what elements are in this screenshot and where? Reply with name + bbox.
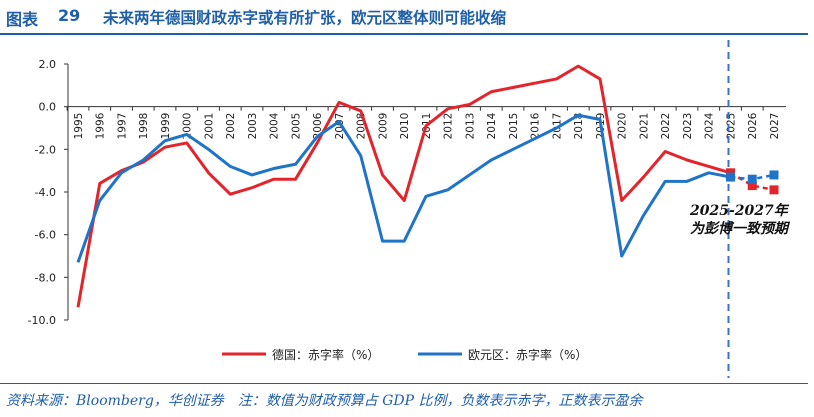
x-tick-label: 1995 xyxy=(73,113,85,140)
x-tick-label: 2016 xyxy=(530,112,542,139)
x-tick-label: 2015 xyxy=(508,113,520,140)
y-tick-labels: 2.0 0.0 -2.0 -4.0 -6.0 -8.0 -10.0 xyxy=(28,58,68,327)
x-tick-label: 2025 xyxy=(726,113,738,140)
deficit-line-chart: 2.0 0.0 -2.0 -4.0 -6.0 -8.0 -10.0 1995 1996 1997… xyxy=(28,40,786,378)
footer-rule xyxy=(0,383,808,384)
germany-projection-point xyxy=(747,181,757,191)
x-tick-label: 2005 xyxy=(291,113,303,140)
x-tick-label: 2024 xyxy=(704,112,716,139)
x-tick-label: 1996 xyxy=(95,112,107,139)
x-tick-label: 2010 xyxy=(399,113,411,140)
x-tick-label: 1998 xyxy=(138,113,150,140)
x-tick-labels: 1995 1996 1997 1998 1999 2000 2001 2002 2003 2004… xyxy=(66,106,781,140)
chart-legend: 德国：赤字率（%） 欧元区：赤字率（%） xyxy=(222,347,587,362)
eurozone-projection-point xyxy=(747,174,757,184)
y-tick-label: -8.0 xyxy=(35,271,56,284)
figure-title: 未来两年德国财政赤字或有所扩张，欧元区整体则可能收缩 xyxy=(103,9,507,27)
x-tick-label: 2002 xyxy=(225,113,237,140)
figure-label: 图表 xyxy=(6,10,39,29)
x-tick-label: 2018 xyxy=(573,113,585,140)
x-tick-label: 2000 xyxy=(182,113,194,140)
x-tick-label: 2026 xyxy=(747,112,759,139)
y-tick-label: 0.0 xyxy=(39,101,57,114)
x-tick-label: 2012 xyxy=(443,113,455,140)
x-tick-label: 1997 xyxy=(117,113,129,140)
eurozone-line xyxy=(76,113,731,263)
x-tick-label: 1999 xyxy=(160,113,172,140)
legend-label-eurozone: 欧元区：赤字率（%） xyxy=(468,347,587,362)
germany-projection-line xyxy=(729,171,775,192)
x-tick-label: 2009 xyxy=(378,113,390,140)
x-tick-label: 2022 xyxy=(660,113,672,140)
x-tick-label: 2020 xyxy=(617,113,629,140)
header-rule xyxy=(0,33,808,35)
y-tick-label: -10.0 xyxy=(28,314,56,327)
germany-line xyxy=(76,64,731,308)
x-tick-label: 2013 xyxy=(465,113,477,140)
legend-label-germany: 德国：赤字率（%） xyxy=(272,347,379,362)
series-lines xyxy=(76,64,779,308)
y-tick-label: -4.0 xyxy=(35,186,56,199)
figure-number: 29 xyxy=(58,6,81,25)
source-note: 资料来源：Bloomberg，华创证券 注：数值为财政预算占 GDP 比例，负数… xyxy=(6,393,643,409)
x-tick-label: 2004 xyxy=(269,112,281,139)
y-tick-label: -2.0 xyxy=(35,143,56,156)
x-tick-label: 2021 xyxy=(639,113,651,140)
y-tick-label: 2.0 xyxy=(39,58,57,71)
figure-header: 图表 29 未来两年德国财政赤字或有所扩张，欧元区整体则可能收缩 xyxy=(0,0,814,36)
chart-axes xyxy=(67,64,786,320)
x-tick-label: 2014 xyxy=(486,112,498,139)
x-tick-label: 2027 xyxy=(769,113,781,140)
x-tick-label: 2023 xyxy=(682,113,694,140)
x-tick-label: 2007 xyxy=(334,113,346,140)
x-tick-label: 2003 xyxy=(247,113,259,140)
eurozone-projection-point xyxy=(726,172,735,182)
y-tick-label: -6.0 xyxy=(35,229,56,242)
germany-projection-point xyxy=(769,185,779,195)
projection-annotation: 2025-2027年为彭博一致预期 xyxy=(690,203,788,237)
x-tick-label: 2001 xyxy=(204,113,216,140)
eurozone-projection-point xyxy=(769,170,779,180)
